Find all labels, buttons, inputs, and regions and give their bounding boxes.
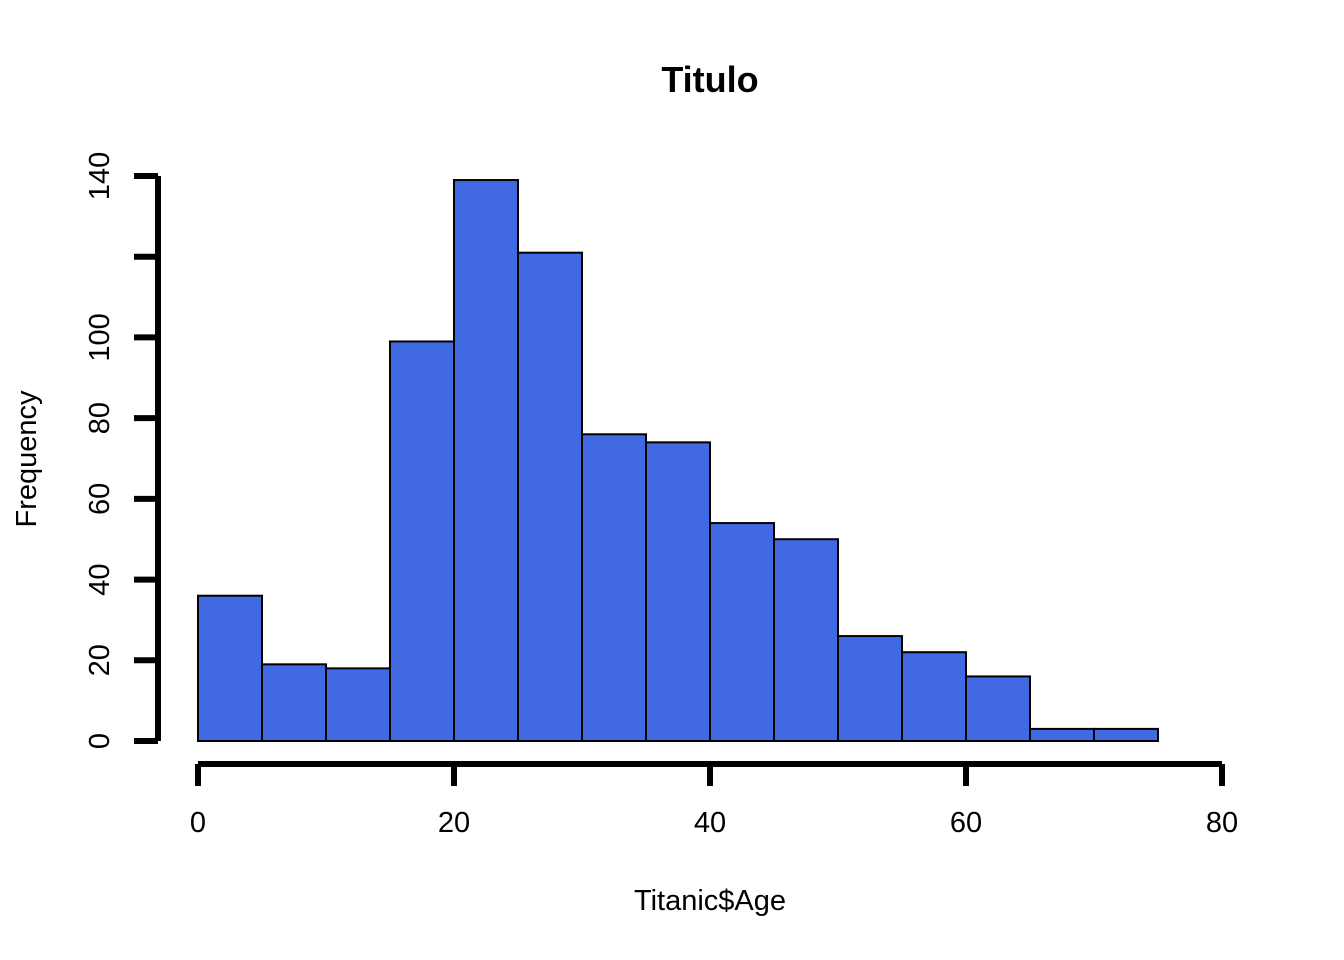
histogram-bar (965, 675, 1031, 743)
x-tick-label: 20 (438, 807, 470, 839)
y-axis: 0 20 40 60 80 100 140 (84, 152, 161, 749)
histogram-bar (453, 179, 519, 743)
histogram-bar (901, 651, 967, 743)
histogram-bar (517, 251, 583, 743)
bars-group (197, 179, 1159, 743)
y-tick-label: 40 (84, 563, 116, 595)
histogram-bar (325, 667, 391, 742)
histogram-bar (709, 522, 775, 742)
x-axis: 0 20 40 60 80 (190, 761, 1238, 839)
histogram-bar (261, 663, 327, 742)
x-axis-label: Titanic$Age (634, 885, 786, 917)
histogram-bar (1029, 727, 1095, 743)
y-tick-label: 100 (84, 313, 116, 361)
histogram-bar (1093, 727, 1159, 743)
y-axis-label: Frequency (11, 390, 43, 528)
x-tick-label: 40 (694, 807, 726, 839)
histogram-bar (581, 433, 647, 742)
y-tick-label: 20 (84, 644, 116, 676)
chart-title: Titulo (661, 59, 758, 100)
y-tick-label: 60 (84, 483, 116, 515)
histogram-bar (197, 594, 263, 743)
x-tick-label: 0 (190, 807, 206, 839)
histogram-bar (389, 340, 455, 742)
histogram-bar (837, 635, 903, 742)
histogram-bar (773, 538, 839, 743)
x-tick-label: 60 (950, 807, 982, 839)
x-tick-label: 80 (1206, 807, 1238, 839)
y-tick-label: 80 (84, 402, 116, 434)
histogram-bar (645, 441, 711, 742)
y-tick-label: 0 (84, 733, 116, 749)
y-tick-label: 140 (84, 152, 116, 200)
